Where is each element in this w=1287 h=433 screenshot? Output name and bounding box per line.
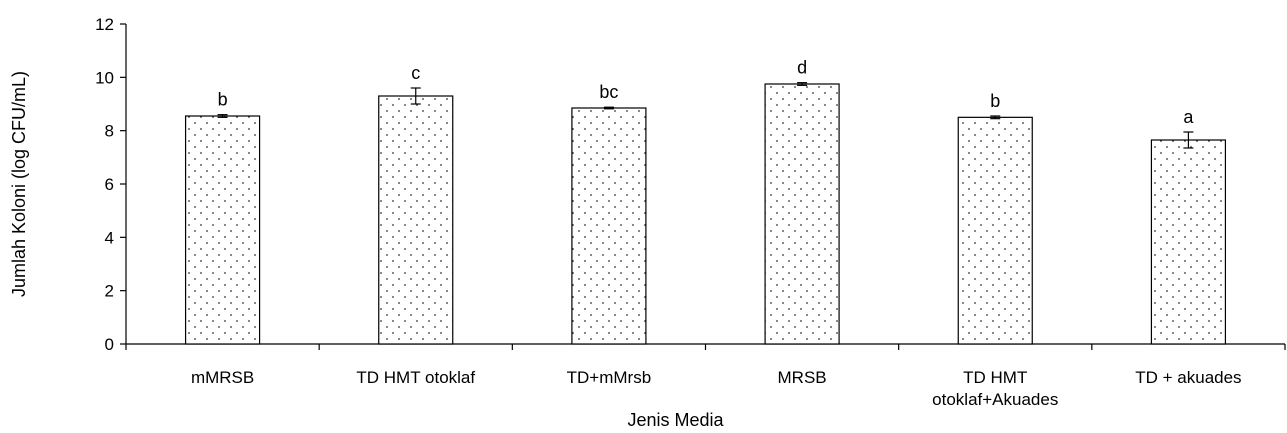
x-axis-title: Jenis Media <box>627 410 724 430</box>
significance-letter: b <box>218 90 228 110</box>
significance-letter: bc <box>599 82 618 102</box>
significance-letter: a <box>1183 107 1194 127</box>
significance-letter: d <box>797 58 807 78</box>
x-tick-label: TD + akuades <box>1135 368 1241 387</box>
bar <box>184 115 261 345</box>
x-tick-label: TD HMT <box>963 368 1027 387</box>
x-tick-label: otoklaf+Akuades <box>932 390 1058 409</box>
y-tick-label: 10 <box>95 68 114 87</box>
x-tick-label: TD+mMrsb <box>567 368 652 387</box>
labels: b mMRSB c TD HMT otoklaf bc TD+mMrsb d MRSB b TD … <box>9 58 1242 430</box>
y-tick-label: 6 <box>105 175 114 194</box>
y-tick-label: 2 <box>105 282 114 301</box>
significance-letter: b <box>990 91 1000 111</box>
y-axis-title: Jumlah Koloni (log CFU/mL) <box>9 71 29 297</box>
y-tick-label: 12 <box>95 15 114 34</box>
y-tick-label: 4 <box>105 228 114 247</box>
bar <box>957 116 1033 345</box>
x-tick-label: mMRSB <box>191 368 254 387</box>
axes: 0 2 4 6 8 10 12 <box>95 15 1286 354</box>
y-tick-label: 8 <box>105 122 114 141</box>
bars <box>184 82 1227 345</box>
bar <box>378 95 454 345</box>
bar <box>571 107 647 345</box>
bar <box>764 83 840 345</box>
bar <box>1150 139 1227 345</box>
significance-letter: c <box>411 63 420 83</box>
x-tick-label: MRSB <box>778 368 827 387</box>
x-tick-label: TD HMT otoklaf <box>356 368 475 387</box>
y-tick-label: 0 <box>105 335 114 354</box>
